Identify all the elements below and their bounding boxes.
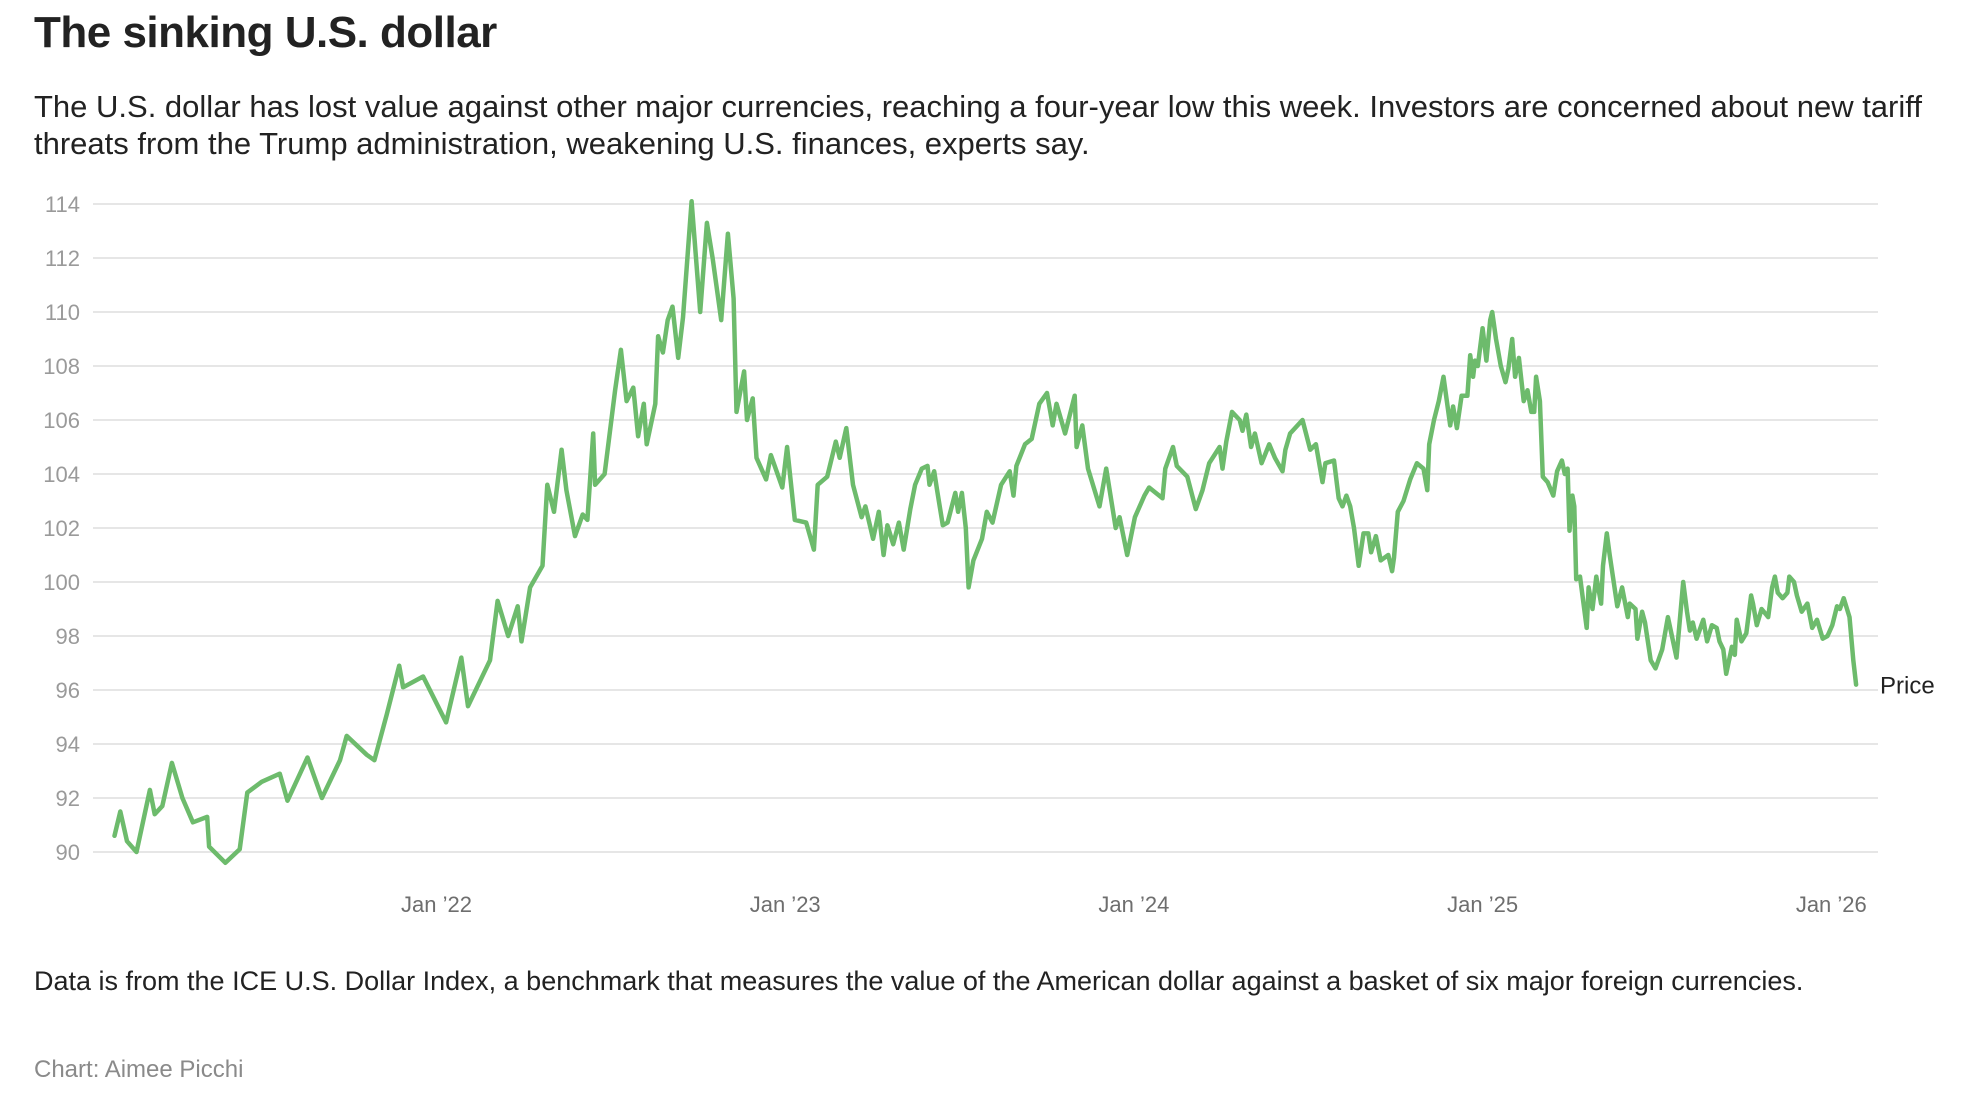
y-tick-label: 94 xyxy=(56,732,80,757)
y-tick-label: 100 xyxy=(43,570,80,595)
y-tick-label: 110 xyxy=(45,300,80,325)
chart-credit: Chart: Aimee Picchi xyxy=(34,1056,244,1083)
y-tick-label: 90 xyxy=(56,840,80,865)
y-tick-label: 114 xyxy=(45,192,80,217)
source-note: Data is from the ICE U.S. Dollar Index, … xyxy=(34,966,1804,996)
chart-subtitle: The U.S. dollar has lost value against o… xyxy=(34,89,1922,161)
y-tick-label: 102 xyxy=(43,516,80,541)
x-tick-label: Jan ’26 xyxy=(1796,892,1867,917)
x-axis: Jan ’22 Jan ’23 Jan ’24 Jan ’25 Jan ’26 xyxy=(401,892,1867,917)
y-tick-label: 112 xyxy=(45,246,80,271)
gridlines xyxy=(93,203,1878,853)
series-line-price xyxy=(112,199,1859,866)
y-tick-label: 108 xyxy=(43,354,80,379)
chart-title: The sinking U.S. dollar xyxy=(34,8,497,57)
x-tick-label: Jan ’25 xyxy=(1447,892,1518,917)
series-label-price: Price xyxy=(1880,673,1935,700)
y-tick-label: 104 xyxy=(43,462,80,487)
y-axis: 90 92 94 96 98 100 102 104 106 108 110 112 114 xyxy=(43,192,80,865)
x-tick-label: Jan ’23 xyxy=(750,892,821,917)
y-tick-label: 106 xyxy=(43,408,80,433)
x-tick-label: Jan ’24 xyxy=(1098,892,1169,917)
x-tick-label: Jan ’22 xyxy=(401,892,472,917)
line-chart: 90 92 94 96 98 100 102 104 106 108 110 112 114 Jan ’… xyxy=(43,192,1935,917)
y-tick-label: 92 xyxy=(56,786,80,811)
y-tick-label: 96 xyxy=(56,678,80,703)
y-tick-label: 98 xyxy=(56,624,80,649)
